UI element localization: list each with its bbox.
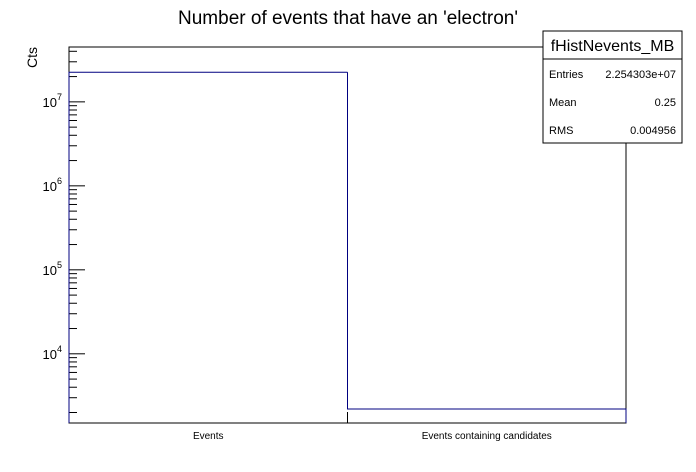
histogram-bars xyxy=(68,71,627,423)
stats-box: fHistNevents_MB Entries 2.254303e+07 Mea… xyxy=(542,30,683,144)
stats-entries-value: 2.254303e+07 xyxy=(605,69,676,81)
stats-box-frame xyxy=(542,30,683,144)
stats-rms-value: 0.004956 xyxy=(630,125,676,137)
stats-entries-label: Entries xyxy=(549,69,584,81)
histogram-bar xyxy=(347,72,627,423)
y-tick-label: 104 xyxy=(43,344,62,362)
histogram-bar xyxy=(68,71,348,423)
x-category-label: Events containing candidates xyxy=(422,431,552,442)
stats-box-title: fHistNevents_MB xyxy=(551,38,675,55)
x-category-label: Events xyxy=(193,431,224,442)
y-axis-tick-labels: 104 105 106 107 xyxy=(43,92,62,362)
y-axis-label: Cts xyxy=(24,47,40,68)
stats-mean-label: Mean xyxy=(549,97,577,109)
y-tick-label: 106 xyxy=(43,176,62,194)
x-axis-category-labels: Events Events containing candidates xyxy=(193,412,552,442)
stats-rms-label: RMS xyxy=(549,125,573,137)
y-tick-label: 107 xyxy=(43,92,62,110)
stats-mean-value: 0.25 xyxy=(655,97,676,109)
y-tick-label: 105 xyxy=(43,260,62,278)
chart-title: Number of events that have an 'electron' xyxy=(178,8,518,29)
y-axis-ticks xyxy=(69,50,85,414)
